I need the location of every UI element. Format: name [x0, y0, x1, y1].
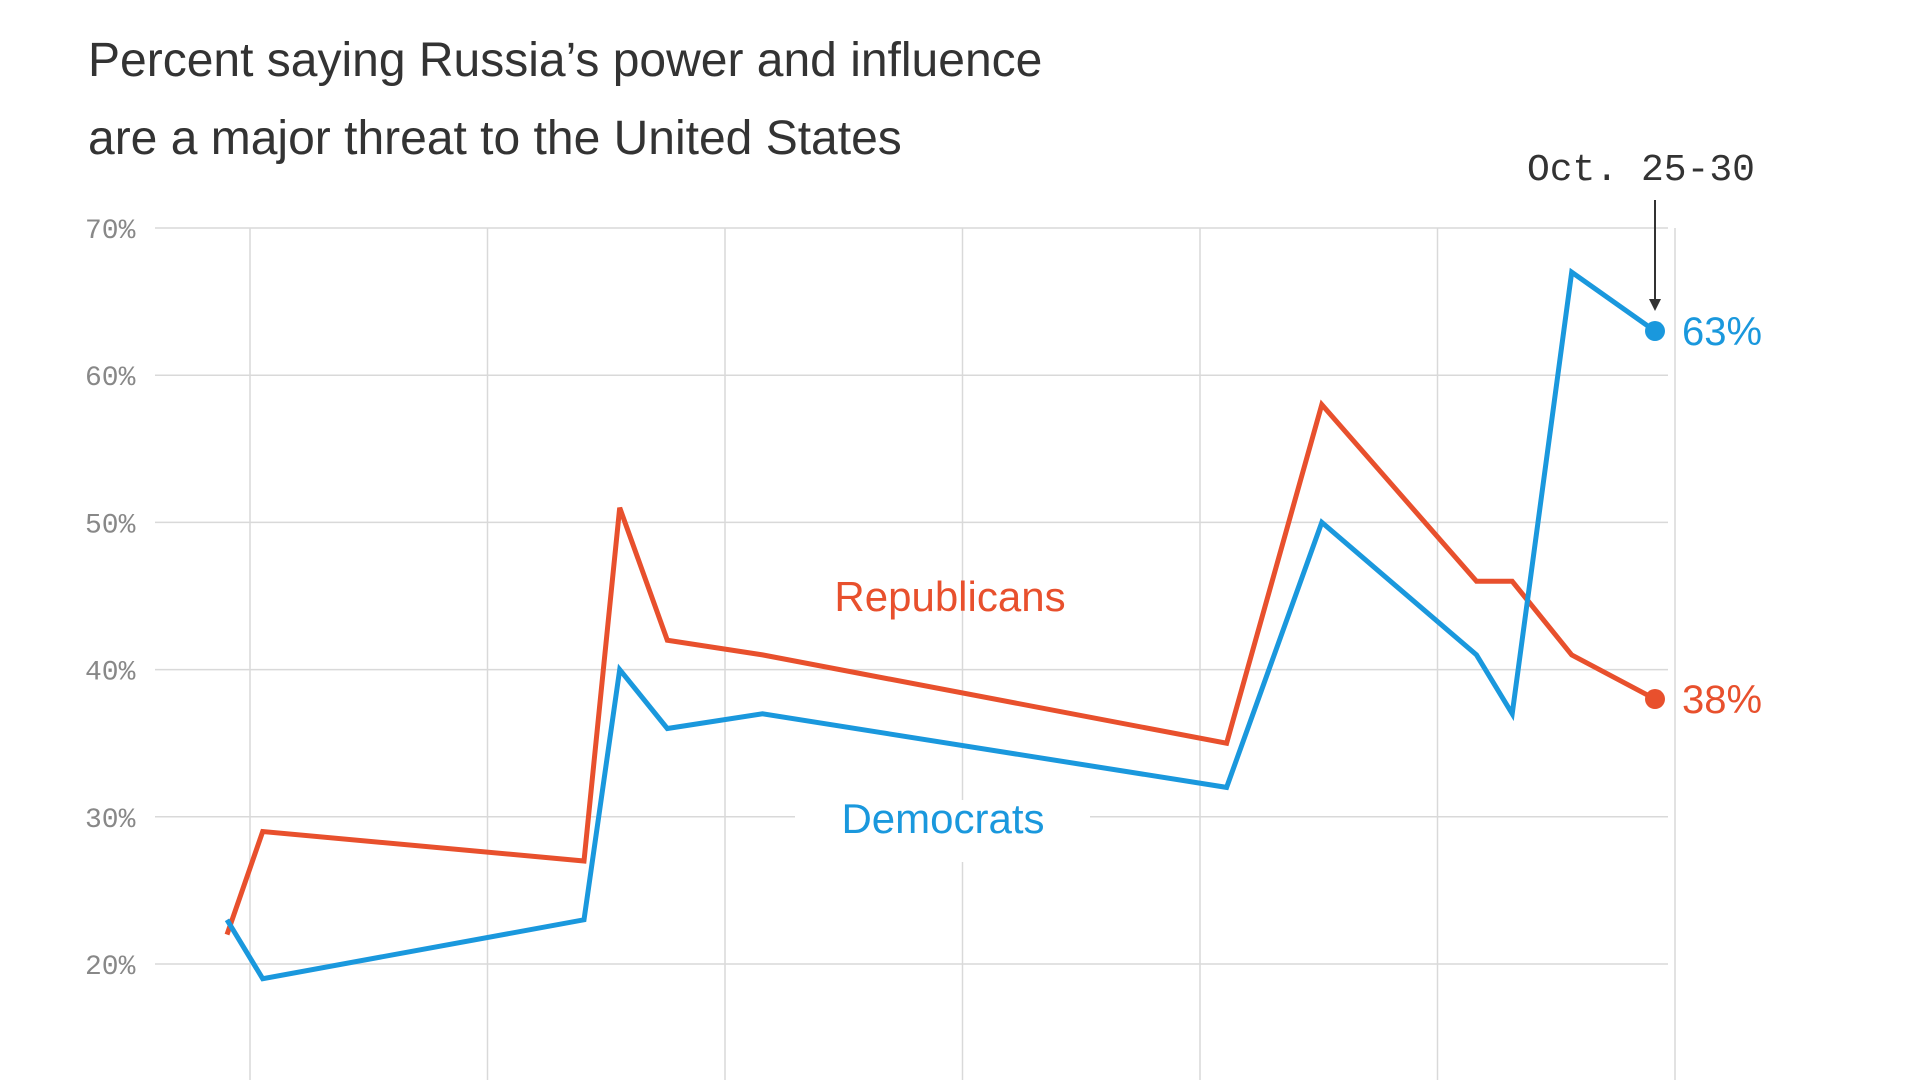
y-tick-label: 70% [85, 216, 136, 247]
data-point-democrats [1225, 785, 1229, 789]
data-point-republicans [665, 638, 669, 642]
data-point-democrats [618, 668, 622, 672]
chart-title-line-2: are a major threat to the United States [88, 112, 902, 165]
y-tick-label: 30% [85, 805, 136, 836]
series-line-democrats [224, 267, 1657, 982]
data-point-republicans [582, 859, 586, 863]
series-line-republicans [224, 399, 1657, 936]
end-label-democrats: 63% [1682, 310, 1762, 354]
y-tick-label: 40% [85, 658, 136, 689]
series-label-republicans: Republicans [834, 573, 1065, 620]
y-tick-label: 20% [85, 952, 136, 983]
data-point-republicans [1320, 403, 1324, 407]
y-tick-label: 60% [85, 363, 136, 394]
data-point-democrats [225, 918, 229, 922]
data-point-democrats [1570, 270, 1574, 274]
democrats-label-bg [795, 800, 1090, 862]
data-point-republicans [761, 653, 765, 657]
data-point-republicans [1225, 741, 1229, 745]
data-point-democrats [582, 918, 586, 922]
chart-title: Percent saying Russia’s power and influe… [88, 22, 1388, 178]
end-marker-democrats [1645, 321, 1665, 342]
y-tick-label: 50% [85, 510, 136, 541]
data-point-republicans [1475, 579, 1479, 583]
series-label-democrats: Democrats [841, 795, 1044, 842]
data-point-republicans [1570, 653, 1574, 657]
chart-title-line-1: Percent saying Russia’s power and influe… [88, 34, 1043, 87]
data-point-republicans [1510, 579, 1514, 583]
data-point-democrats [665, 726, 669, 730]
end-label-republicans: 38% [1682, 678, 1762, 722]
data-point-republicans [261, 830, 265, 834]
annotation-arrow-head [1649, 299, 1661, 312]
data-point-democrats [1510, 712, 1514, 716]
annotation-date: Oct. 25-30 [1527, 149, 1755, 192]
data-point-democrats [261, 977, 265, 981]
data-point-democrats [1475, 653, 1479, 657]
end-marker-republicans [1645, 689, 1665, 710]
data-point-democrats [761, 712, 765, 716]
data-point-republicans [618, 506, 622, 510]
data-point-republicans [225, 933, 229, 937]
data-point-democrats [1320, 520, 1324, 524]
